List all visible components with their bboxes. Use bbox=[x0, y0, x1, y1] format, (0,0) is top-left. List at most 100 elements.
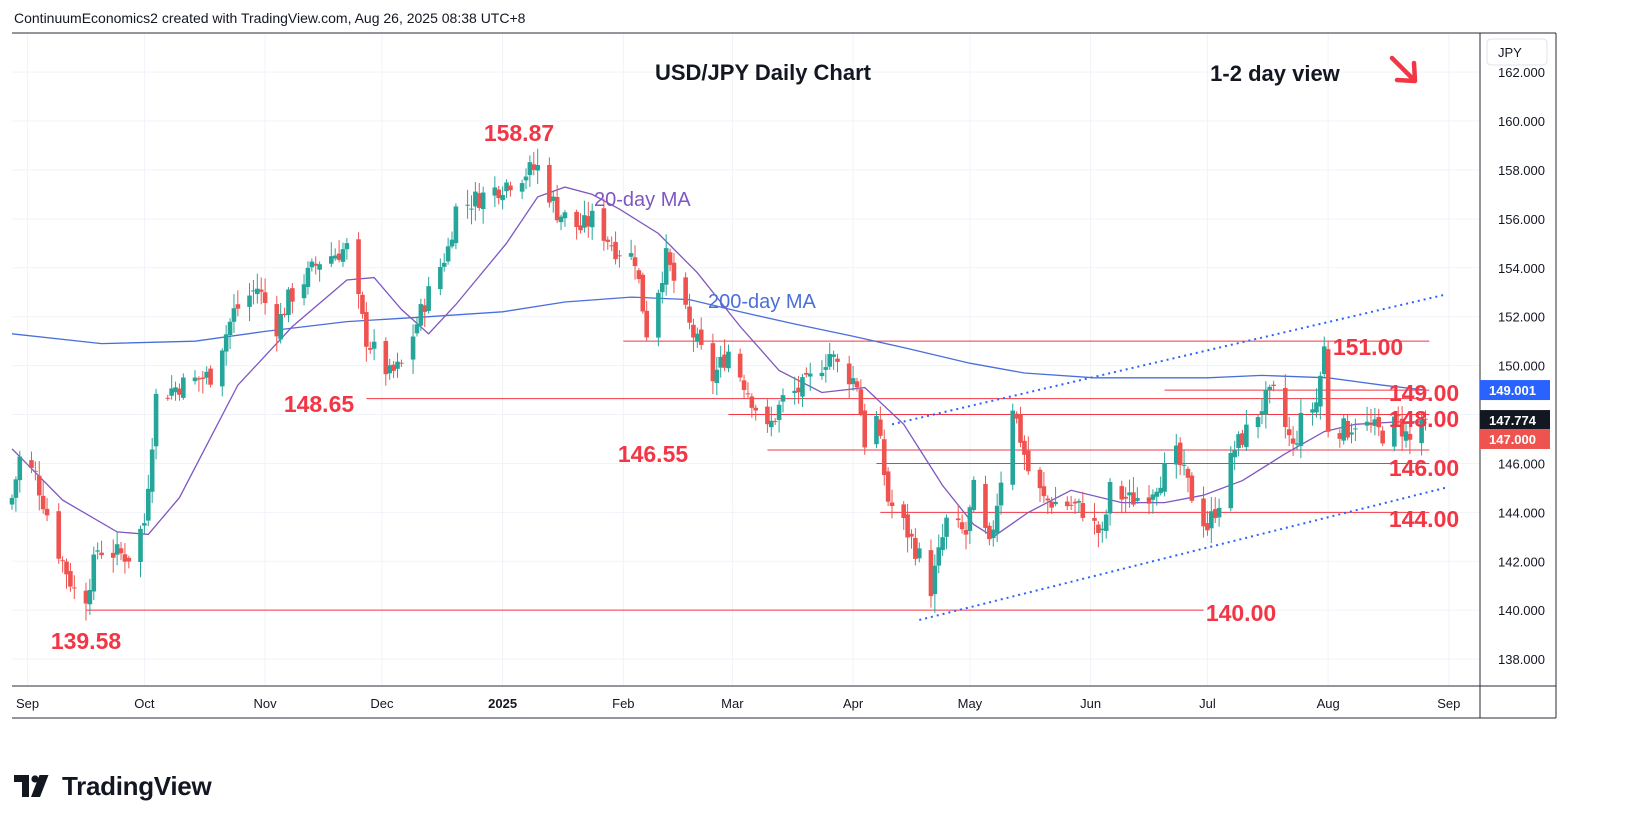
time-tick-label: Sep bbox=[1437, 696, 1460, 711]
candle-down bbox=[29, 460, 34, 468]
price-tick-label: 150.000 bbox=[1498, 359, 1545, 374]
candle-down bbox=[508, 185, 513, 191]
candle-down bbox=[765, 406, 770, 425]
candle-up bbox=[1135, 498, 1140, 501]
candle-up bbox=[1364, 421, 1370, 426]
candle-up bbox=[1314, 402, 1319, 413]
candle-down bbox=[1146, 497, 1152, 504]
candle-down bbox=[710, 343, 716, 382]
candle-up bbox=[695, 333, 700, 342]
candle-up bbox=[1263, 389, 1269, 415]
candle-down bbox=[955, 518, 961, 521]
candle-up bbox=[169, 388, 174, 396]
candle-up bbox=[827, 354, 833, 367]
candle-up bbox=[469, 208, 474, 210]
candle-down bbox=[691, 324, 696, 338]
candle-up bbox=[807, 373, 813, 377]
candle-up bbox=[13, 479, 19, 498]
candle-up bbox=[1298, 412, 1304, 446]
candle-up bbox=[780, 395, 786, 402]
candle-up bbox=[255, 288, 260, 295]
candle-up bbox=[453, 206, 459, 244]
candle-up bbox=[971, 479, 977, 510]
candle-down bbox=[391, 364, 396, 371]
ma200-line bbox=[11, 296, 1426, 391]
tradingview-logo[interactable]: TradingView bbox=[14, 770, 212, 802]
candle-up bbox=[628, 253, 634, 257]
candle-down bbox=[617, 255, 622, 257]
candle-up bbox=[1341, 418, 1347, 441]
candle-down bbox=[1240, 433, 1245, 445]
candle-down bbox=[364, 312, 369, 347]
candle-up bbox=[916, 548, 922, 559]
candle-up bbox=[718, 357, 723, 368]
candle-up bbox=[582, 215, 587, 228]
candle-up bbox=[1255, 417, 1261, 428]
candle-up bbox=[1403, 431, 1409, 441]
candle-down bbox=[741, 380, 747, 390]
candle-down bbox=[118, 548, 124, 554]
candle-down bbox=[1096, 524, 1101, 533]
candle-down bbox=[796, 387, 801, 393]
candle-down bbox=[56, 511, 62, 559]
candle-up bbox=[91, 554, 97, 592]
candle-down bbox=[399, 362, 404, 364]
channel-lower-line bbox=[919, 486, 1446, 621]
candle-up bbox=[145, 488, 151, 521]
price-tick-label: 140.000 bbox=[1498, 603, 1545, 618]
time-tick-label: Feb bbox=[612, 696, 634, 711]
chart-axes: 162.000 160.000 158.000 156.000 154.000 152.0… bbox=[12, 32, 1557, 719]
candle-down bbox=[1423, 418, 1428, 420]
candle-up bbox=[990, 529, 996, 539]
candle-down bbox=[687, 306, 692, 323]
candle-down bbox=[1092, 517, 1097, 521]
candle-up bbox=[936, 547, 942, 566]
candle-down bbox=[1376, 417, 1382, 428]
candle-up bbox=[153, 393, 159, 447]
candle-up bbox=[231, 308, 237, 322]
candle-down bbox=[367, 348, 373, 350]
price-tick-label: 146.000 bbox=[1498, 456, 1545, 471]
price-tick-label: 158.000 bbox=[1498, 163, 1545, 178]
annotation-151-00: 151.00 bbox=[1333, 334, 1403, 360]
candle-down bbox=[578, 225, 583, 231]
candle-up bbox=[1103, 514, 1109, 531]
annotation-158-87: 158.87 bbox=[484, 120, 554, 146]
candle-up bbox=[940, 537, 945, 551]
candle-up bbox=[656, 292, 661, 338]
candle-up bbox=[340, 249, 346, 262]
candle-down bbox=[671, 262, 677, 281]
candle-down bbox=[862, 410, 868, 448]
candle-down bbox=[1205, 523, 1210, 531]
candle-up bbox=[659, 283, 665, 293]
candle-down bbox=[1271, 384, 1276, 386]
candle-down bbox=[1026, 450, 1031, 472]
candle-up bbox=[850, 378, 856, 385]
candle-down bbox=[644, 310, 650, 338]
candle-up bbox=[418, 304, 424, 326]
price-tag-label: 149.001 bbox=[1489, 383, 1536, 398]
annotation-148-00: 148.00 bbox=[1389, 406, 1459, 432]
candle-down bbox=[290, 288, 295, 302]
candle-up bbox=[1076, 500, 1082, 503]
candle-up bbox=[387, 365, 393, 374]
candle-down bbox=[804, 372, 809, 375]
candle-up bbox=[309, 261, 315, 268]
candle-up bbox=[426, 286, 431, 311]
candle-up bbox=[519, 183, 525, 192]
candle-down bbox=[274, 304, 280, 337]
tradingview-logo-icon bbox=[14, 775, 49, 797]
candle-up bbox=[504, 182, 509, 192]
price-tick-label: 160.000 bbox=[1498, 114, 1545, 129]
annotation-140-00: 140.00 bbox=[1206, 600, 1276, 626]
candle-down bbox=[554, 196, 560, 221]
candle-up bbox=[994, 505, 1000, 534]
candle-up bbox=[1232, 450, 1237, 458]
candle-down bbox=[1068, 504, 1074, 506]
candle-down bbox=[1041, 486, 1047, 497]
candle-up bbox=[173, 387, 178, 393]
candle-down bbox=[360, 294, 365, 314]
candle-up bbox=[204, 371, 209, 378]
candle-down bbox=[208, 368, 213, 385]
